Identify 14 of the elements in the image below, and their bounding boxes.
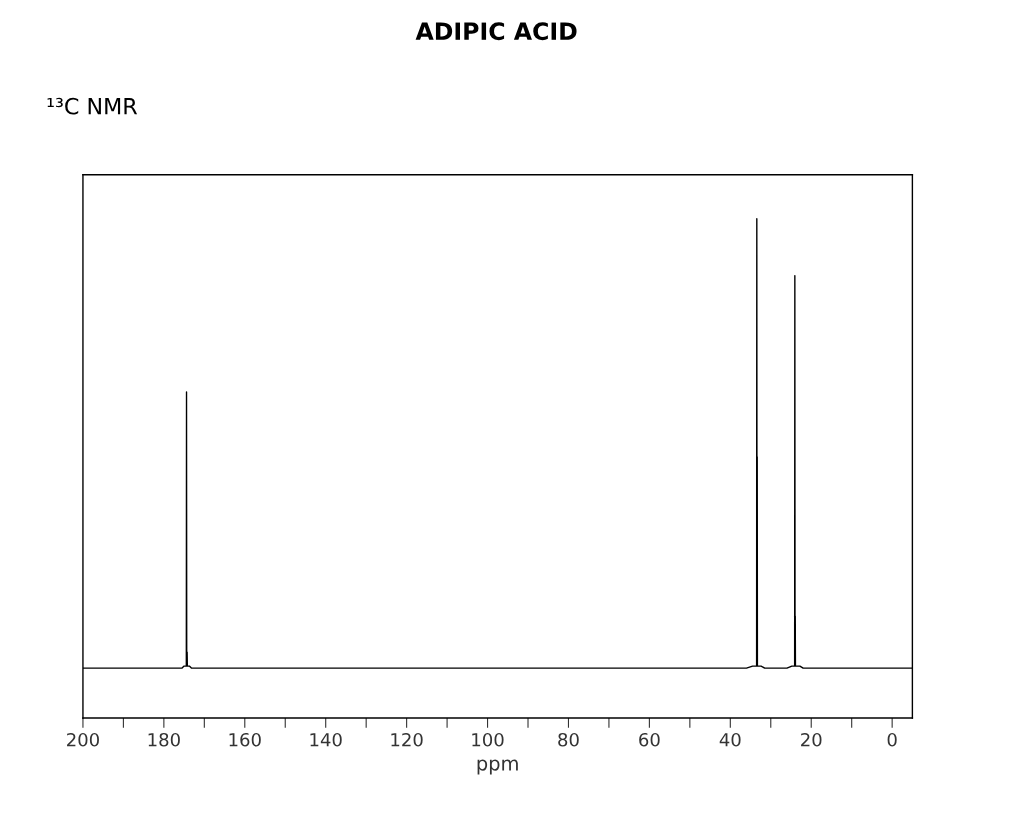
x-axis-title: ppm (477, 759, 518, 775)
x-tick-label: 60 (639, 732, 660, 747)
x-tick-label: 100 (472, 732, 504, 747)
x-tick-label: 40 (719, 732, 741, 747)
x-tick-label: 160 (229, 732, 261, 747)
x-tick-label: 0 (887, 732, 897, 747)
x-tick-label: 180 (148, 732, 180, 747)
chart-subtitle: ¹³C NMR (47, 97, 138, 115)
x-tick-label: 20 (801, 732, 822, 747)
x-tick-label: 80 (558, 732, 579, 747)
x-tick-label: 200 (67, 732, 99, 747)
x-tick-label: 120 (391, 732, 423, 747)
chart-title: ADIPIC ACID (415, 22, 577, 41)
x-tick-label: 140 (310, 732, 342, 747)
